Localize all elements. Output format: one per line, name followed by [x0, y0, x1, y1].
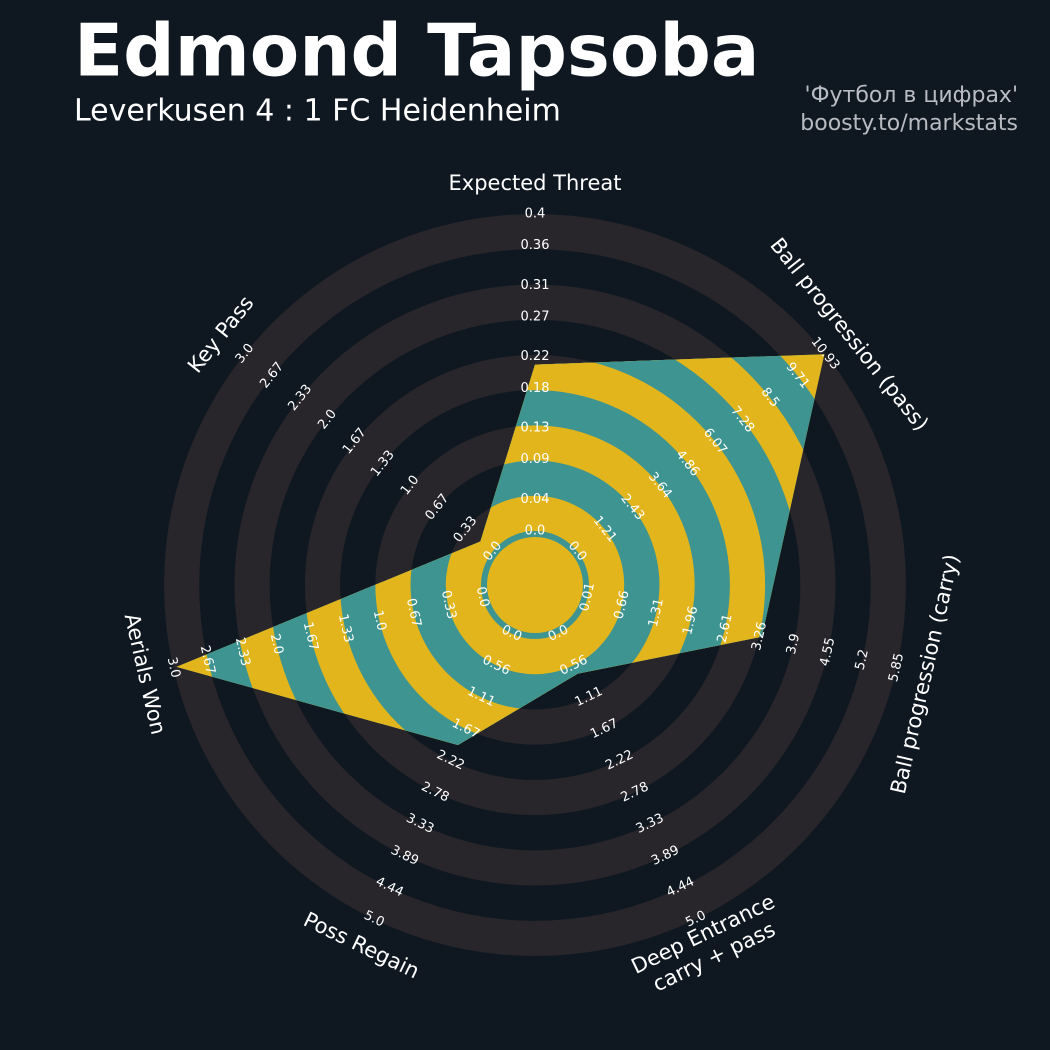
tick-label: 3.9	[784, 632, 803, 656]
tick-label: 0.13	[521, 420, 550, 435]
tick-label: 0.0	[525, 524, 546, 539]
tick-label: 0.4	[525, 207, 546, 222]
credit: boosty.to/markstats	[800, 111, 1018, 136]
tick-label: 5.85	[886, 652, 907, 684]
tick-label: 0.31	[521, 278, 550, 293]
tick-label: 0.09	[521, 452, 550, 467]
tick-label: 1.96	[680, 605, 701, 637]
tick-label: 0.27	[521, 310, 550, 325]
tick-label: 1.0	[370, 609, 389, 633]
tick-label: 0.67	[403, 597, 424, 629]
tick-label: 0.0	[473, 585, 492, 609]
chart-subtitle: Leverkusen 4 : 1 FC Heidenheim	[74, 94, 561, 129]
tick-label: 2.67	[197, 644, 218, 676]
tick-label: 0.33	[438, 589, 459, 621]
tick-label: 1.67	[300, 621, 321, 653]
center-circle	[487, 537, 583, 633]
tick-label: 0.18	[521, 381, 550, 396]
tick-label: 0.66	[612, 589, 633, 621]
credit: 'Футбол в цифрах'	[805, 83, 1018, 108]
tick-label: 3.0	[164, 656, 183, 680]
tick-label: 4.55	[817, 636, 838, 668]
tick-label: 1.31	[646, 597, 667, 629]
tick-label: 0.04	[521, 492, 550, 507]
axis-label: Expected Threat	[449, 171, 622, 195]
tick-label: 2.0	[267, 632, 286, 656]
tick-label: 0.22	[521, 349, 550, 364]
tick-label: 1.33	[335, 613, 356, 645]
tick-label: 0.36	[521, 238, 550, 253]
tick-label: 2.61	[715, 613, 736, 645]
tick-label: 5.2	[853, 648, 872, 672]
tick-label: 2.33	[232, 636, 253, 668]
chart-title: Edmond Tapsoba	[74, 9, 759, 93]
tick-label: 3.26	[749, 620, 770, 652]
